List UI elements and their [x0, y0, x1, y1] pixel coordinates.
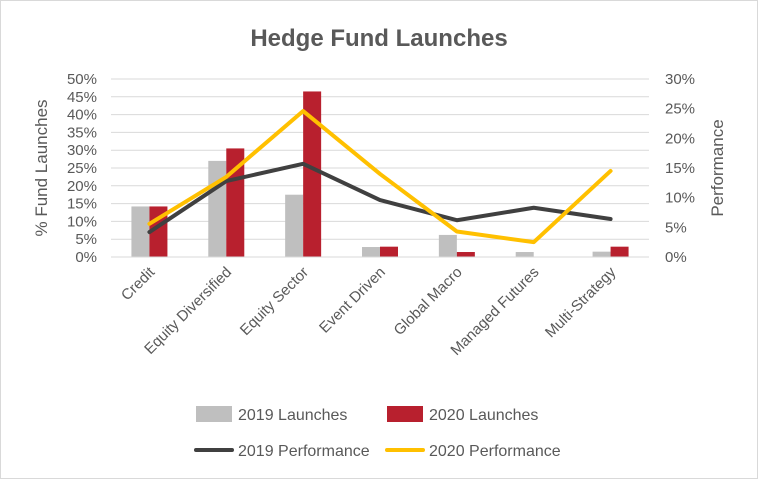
bar-2019-launches: [285, 194, 304, 257]
right-tick-label: 0%: [665, 249, 687, 266]
bar-2020-launches: [380, 246, 398, 257]
chart-title: Hedge Fund Launches: [250, 25, 507, 52]
legend-label: 2019 Launches: [238, 407, 347, 424]
left-tick-label: 50%: [67, 71, 97, 88]
left-tick-label: 0%: [75, 249, 97, 266]
bar-2019-launches: [592, 251, 611, 257]
legend-label: 2019 Performance: [238, 443, 370, 460]
bar-2020-launches: [456, 252, 475, 257]
performance-lines: [147, 109, 613, 245]
right-axis-ticks: 0% 5% 10% 15% 20% 25% 30%: [665, 71, 695, 266]
left-tick-label: 10%: [67, 213, 97, 230]
category-label: Multi-Strategy: [542, 263, 620, 341]
left-tick-label: 45%: [67, 89, 97, 106]
left-tick-label: 15%: [67, 196, 97, 213]
category-label: Global Macro: [391, 264, 466, 339]
left-tick-label: 20%: [67, 178, 97, 195]
bar-2019-launches: [208, 160, 227, 257]
category-label: Equity Sector: [237, 264, 312, 339]
gridlines: [111, 78, 649, 240]
right-tick-label: 30%: [665, 71, 695, 88]
right-axis-title: Performance: [708, 119, 727, 216]
category-label: Credit: [118, 263, 159, 304]
left-tick-label: 35%: [67, 124, 97, 141]
left-axis-title: % Fund Launches: [32, 99, 51, 236]
bar-2019-launches: [362, 247, 380, 257]
legend: 2019 Launches 2020 Launches 2019 Performan…: [194, 406, 561, 460]
bar-2019-launches: [515, 252, 534, 257]
left-tick-label: 5%: [75, 231, 97, 248]
legend-label: 2020 Performance: [429, 443, 561, 460]
left-tick-label: 25%: [67, 160, 97, 177]
right-tick-label: 20%: [665, 130, 695, 147]
left-tick-label: 30%: [67, 142, 97, 159]
left-tick-label: 40%: [67, 107, 97, 124]
line-2020-performance: [147, 109, 613, 245]
right-tick-label: 25%: [665, 101, 695, 118]
line-2019-performance: [147, 161, 613, 235]
right-tick-label: 15%: [665, 160, 695, 177]
bar-2019-launches: [438, 234, 457, 257]
right-tick-label: 5%: [665, 219, 687, 236]
legend-label: 2020 Launches: [429, 407, 538, 424]
legend-swatch: [387, 406, 423, 422]
bar-2020-launches: [610, 246, 629, 257]
bar-2019-launches: [131, 206, 150, 257]
right-tick-label: 10%: [665, 190, 695, 207]
legend-swatch: [196, 406, 232, 422]
category-label: Event Driven: [316, 264, 389, 337]
left-axis-ticks: 0%5%10%15%20%25%30%35%40%45%50%: [67, 71, 97, 266]
bar-2020-launches: [303, 91, 322, 258]
